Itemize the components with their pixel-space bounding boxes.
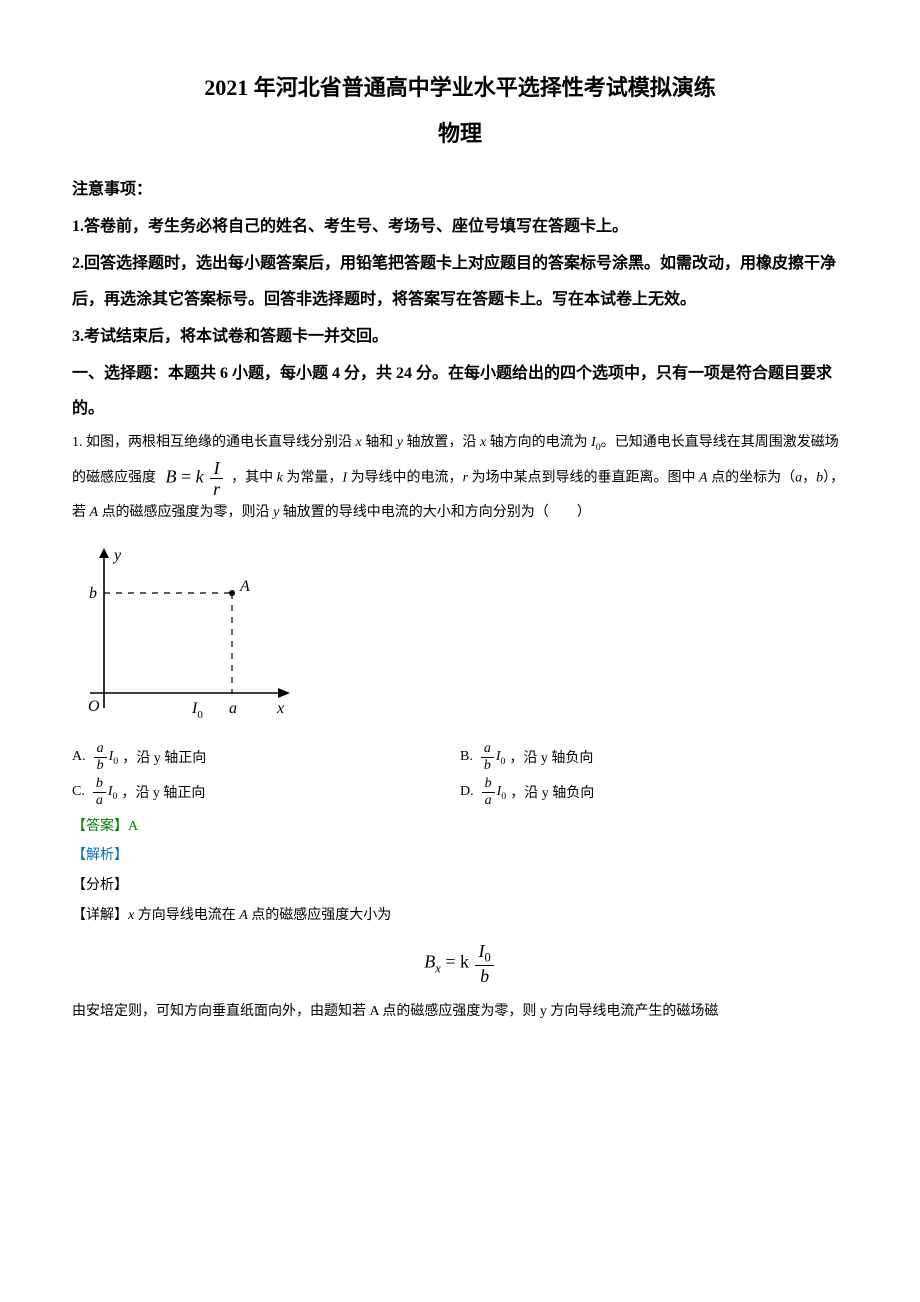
- options-row-2: C. b a I0 ，沿 y 轴正向 D. b a I0 ，沿 y 轴负向: [72, 777, 848, 808]
- q1-stem-p3: 轴放置，沿: [403, 435, 480, 450]
- q1-stem-p13: 点的磁感应强度为零，则沿: [98, 505, 273, 520]
- optD-tail: ，沿 y 轴负向: [510, 782, 594, 802]
- diag-O: O: [88, 698, 100, 715]
- optA-num: a: [94, 742, 107, 758]
- title-main: 2021 年河北省普通高中学业水平选择性考试模拟演练: [72, 70, 848, 102]
- q1-formula-B: B = k I r: [166, 459, 226, 498]
- title-sub: 物理: [72, 116, 848, 148]
- optC-num: b: [93, 777, 106, 793]
- optD-sub: 0: [501, 790, 506, 801]
- optA-den: b: [94, 758, 107, 773]
- detail-t2: 点的磁感应强度大小为: [248, 908, 392, 923]
- detail-A: A: [239, 908, 248, 923]
- q1-stem-p7: 为常量，: [283, 471, 343, 486]
- disp-I0sub: 0: [484, 951, 490, 965]
- option-B: B. a b I0 ，沿 y 轴负向: [460, 742, 848, 773]
- disp-den: b: [475, 966, 493, 985]
- option-A-letter: A.: [72, 749, 86, 765]
- optB-num: a: [481, 742, 494, 758]
- disp-frac: I0 b: [475, 942, 493, 985]
- optD-num: b: [482, 777, 495, 793]
- detail-label: 【详解】: [72, 908, 128, 923]
- q1-A1: A: [699, 471, 708, 486]
- optB-I0: I0: [496, 749, 506, 767]
- q1-stem-p2: 轴和: [362, 435, 397, 450]
- option-B-letter: B.: [460, 749, 473, 765]
- options-row-1: A. a b I0 ，沿 y 轴正向 B. a b I0 ，沿 y 轴负向: [72, 742, 848, 773]
- optC-frac: b a: [93, 777, 106, 808]
- display-formula: Bx = k I0 b: [72, 942, 848, 985]
- q1-stem-p6: ，其中: [231, 471, 277, 486]
- diag-a: a: [229, 700, 237, 717]
- optB-den: b: [481, 758, 494, 773]
- q1-stem-p1: 1. 如图，两根相互绝缘的通电长直导线分别沿: [72, 435, 356, 450]
- q1-frac-I: I: [210, 459, 223, 479]
- q1-stem: 1. 如图，两根相互绝缘的通电长直导线分别沿 x 轴和 y 轴放置，沿 x 轴方…: [72, 428, 848, 529]
- optA-tail: ，沿 y 轴正向: [122, 747, 206, 767]
- diag-I0: I0: [191, 700, 203, 721]
- option-C-letter: C.: [72, 784, 85, 800]
- q1-k: k: [196, 467, 204, 487]
- answer-label: 【答案】: [72, 819, 128, 834]
- option-D-body: b a I0 ，沿 y 轴负向: [480, 777, 595, 808]
- diag-b: b: [89, 585, 97, 602]
- optA-frac: a b: [94, 742, 107, 773]
- q1-stem-p9: 为场中某点到导线的垂直距离。图中: [468, 471, 699, 486]
- q1-stem-p14: 轴放置的导线中电流的大小和方向分别为（ ）: [279, 505, 591, 520]
- option-C-body: b a I0 ，沿 y 轴正向: [91, 777, 206, 808]
- diag-A: A: [239, 578, 250, 595]
- optC-den: a: [93, 793, 106, 808]
- optC-tail: ，沿 y 轴正向: [121, 782, 205, 802]
- diagram-svg: y b A O I0 a x: [72, 543, 297, 723]
- disp-eq: = k: [441, 952, 469, 972]
- optA-sub: 0: [113, 755, 118, 766]
- answer-line: 【答案】A: [72, 812, 848, 841]
- option-A-body: a b I0 ，沿 y 轴正向: [92, 742, 207, 773]
- last-line: 由安培定则，可知方向垂直纸面向外，由题知若 A 点的磁感应强度为零，则 y 方向…: [72, 997, 848, 1028]
- section-intro: 一、选择题：本题共 6 小题，每小题 4 分，共 24 分。在每小题给出的四个选…: [72, 356, 848, 426]
- option-A: A. a b I0 ，沿 y 轴正向: [72, 742, 460, 773]
- optC-I0: I0: [108, 784, 118, 802]
- option-D-letter: D.: [460, 784, 474, 800]
- detail-line: 【详解】x 方向导线电流在 A 点的磁感应强度大小为: [72, 901, 848, 932]
- q1-stem-p11: ，: [802, 471, 816, 486]
- optB-tail: ，沿 y 轴负向: [509, 747, 593, 767]
- optB-sub: 0: [501, 755, 506, 766]
- q1-B: B: [166, 467, 177, 487]
- instruction-2: 2.回答选择题时，选出每小题答案后，用铅笔把答题卡上对应题目的答案标号涂黑。如需…: [72, 246, 848, 316]
- instruction-1: 1.答卷前，考生务必将自己的姓名、考生号、考场号、座位号填写在答题卡上。: [72, 209, 848, 244]
- option-B-body: a b I0 ，沿 y 轴负向: [479, 742, 594, 773]
- diag-x: x: [276, 700, 284, 717]
- option-C: C. b a I0 ，沿 y 轴正向: [72, 777, 460, 808]
- instruction-3: 3.考试结束后，将本试卷和答题卡一并交回。: [72, 319, 848, 354]
- optD-frac: b a: [482, 777, 495, 808]
- q1-A2: A: [90, 505, 99, 520]
- optD-I0: I0: [497, 784, 507, 802]
- optB-frac: a b: [481, 742, 494, 773]
- q1-stem-p8: 为导线中的电流，: [347, 471, 463, 486]
- answer-value: A: [128, 819, 138, 834]
- analysis-line: 【解析】: [72, 841, 848, 870]
- disp-num: I0: [475, 942, 493, 966]
- optC-sub: 0: [113, 790, 118, 801]
- diag-y: y: [112, 547, 122, 564]
- optD-den: a: [482, 793, 495, 808]
- q1-stem-p4: 轴方向的电流为: [486, 435, 591, 450]
- q1-diagram: y b A O I0 a x: [72, 543, 848, 728]
- q1-I0: I0: [591, 435, 601, 450]
- optA-I0: I0: [109, 749, 119, 767]
- fenxi-line: 【分析】: [72, 871, 848, 902]
- disp-B: B: [424, 952, 435, 972]
- q1-frac-r: r: [210, 479, 223, 498]
- q1-stem-p10: 点的坐标为（: [708, 471, 796, 486]
- option-D: D. b a I0 ，沿 y 轴负向: [460, 777, 848, 808]
- detail-t1: 方向导线电流在: [134, 908, 239, 923]
- notice-heading: 注意事项：: [72, 172, 848, 207]
- q1-frac-Ir: I r: [210, 459, 223, 498]
